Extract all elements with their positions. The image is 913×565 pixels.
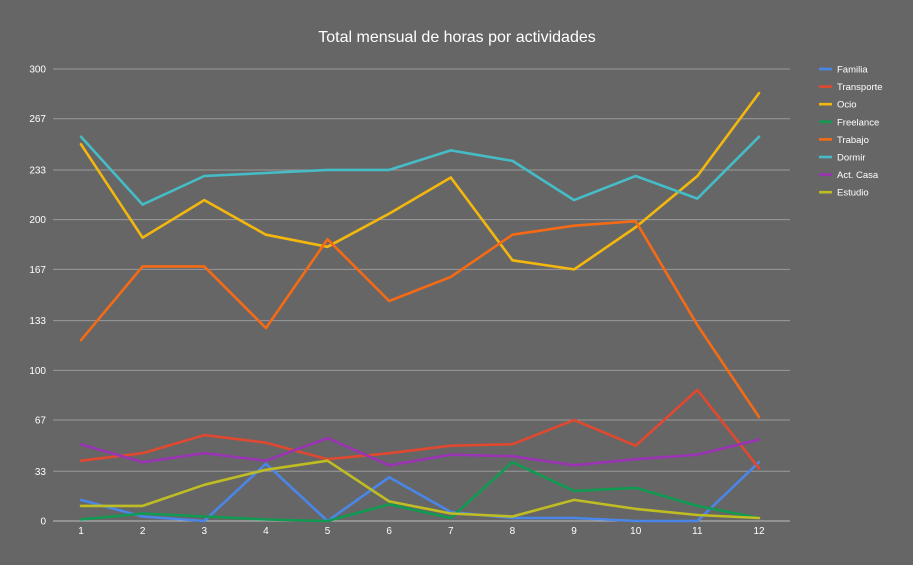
x-tick-label: 9	[571, 526, 577, 537]
y-tick-label: 100	[29, 366, 46, 377]
x-tick-label: 6	[386, 526, 392, 537]
x-tick-label: 12	[753, 526, 765, 537]
x-tick-label: 11	[692, 526, 703, 537]
x-tick-label: 4	[263, 526, 269, 537]
grid-layer	[53, 68, 790, 472]
series-line-ocio	[79, 91, 761, 271]
series-line-familia	[79, 460, 761, 523]
y-tick-label: 300	[29, 65, 46, 76]
y-tick-label: 167	[29, 265, 46, 276]
series-layer	[79, 91, 761, 523]
x-tick-label: 8	[510, 526, 516, 537]
x-tick-label: 10	[630, 526, 642, 537]
series-line-act-casa	[79, 436, 761, 467]
x-tick-label: 3	[201, 526, 207, 537]
y-tick-label: 133	[29, 316, 46, 327]
y-tick-label: 200	[29, 215, 46, 226]
x-tick-label: 7	[448, 526, 454, 537]
series-line-dormir	[79, 135, 761, 206]
x-tick-label: 1	[78, 526, 84, 537]
x-tick-label: 5	[325, 526, 331, 537]
series-line-estudio	[79, 459, 761, 520]
x-tick-label: 2	[140, 526, 146, 537]
legend-label: Estudio	[837, 188, 869, 199]
legend-label: Ocio	[837, 100, 857, 111]
legend-label: Trabajo	[837, 135, 869, 146]
legend-label: Freelance	[837, 117, 879, 128]
series-line-freelance	[79, 460, 761, 523]
y-tick-label: 233	[29, 165, 46, 176]
y-tick-label: 67	[35, 416, 47, 427]
y-tick-label: 0	[40, 517, 46, 528]
legend-label: Familia	[837, 65, 868, 76]
series-line-transporte	[79, 388, 761, 470]
y-tick-label: 33	[35, 467, 47, 478]
y-tick-label: 267	[29, 114, 46, 125]
legend-label: Dormir	[837, 153, 866, 164]
legend: Familia Transporte Ocio Freelance Trabajo Dor…	[819, 65, 883, 199]
legend-label: Transporte	[837, 82, 883, 93]
legend-label: Act. Casa	[837, 170, 879, 181]
chart-title: Total mensual de horas por actividades	[318, 29, 596, 46]
series-line-trabajo	[79, 219, 761, 419]
